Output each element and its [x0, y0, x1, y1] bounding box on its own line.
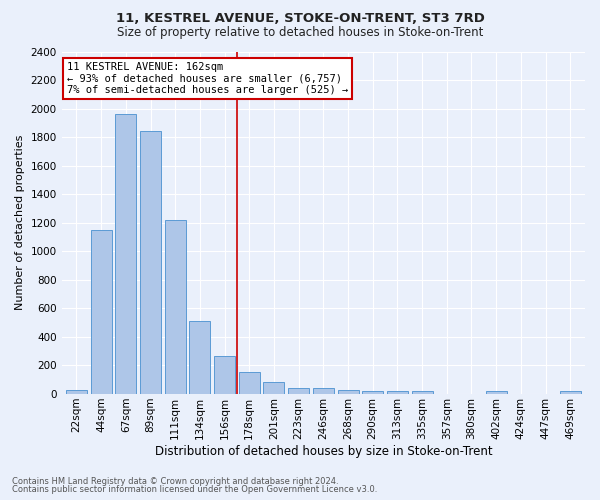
- Bar: [263, 382, 284, 394]
- Y-axis label: Number of detached properties: Number of detached properties: [15, 135, 25, 310]
- Text: Contains HM Land Registry data © Crown copyright and database right 2024.: Contains HM Land Registry data © Crown c…: [12, 477, 338, 486]
- Bar: [560, 391, 581, 394]
- Text: 11 KESTREL AVENUE: 162sqm
← 93% of detached houses are smaller (6,757)
7% of sem: 11 KESTREL AVENUE: 162sqm ← 93% of detac…: [67, 62, 348, 95]
- Bar: [387, 391, 408, 394]
- Bar: [91, 230, 112, 394]
- Bar: [485, 391, 506, 394]
- Bar: [165, 220, 186, 394]
- Bar: [338, 390, 359, 394]
- Bar: [66, 390, 87, 394]
- Bar: [115, 114, 136, 394]
- Bar: [313, 388, 334, 394]
- Text: Size of property relative to detached houses in Stoke-on-Trent: Size of property relative to detached ho…: [117, 26, 483, 39]
- Text: Contains public sector information licensed under the Open Government Licence v3: Contains public sector information licen…: [12, 485, 377, 494]
- Bar: [288, 388, 309, 394]
- Bar: [412, 391, 433, 394]
- Bar: [140, 132, 161, 394]
- X-axis label: Distribution of detached houses by size in Stoke-on-Trent: Distribution of detached houses by size …: [155, 444, 492, 458]
- Bar: [239, 372, 260, 394]
- Bar: [214, 356, 235, 394]
- Text: 11, KESTREL AVENUE, STOKE-ON-TRENT, ST3 7RD: 11, KESTREL AVENUE, STOKE-ON-TRENT, ST3 …: [116, 12, 484, 26]
- Bar: [190, 322, 211, 394]
- Bar: [362, 391, 383, 394]
